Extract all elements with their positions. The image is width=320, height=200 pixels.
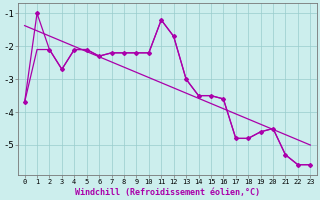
X-axis label: Windchill (Refroidissement éolien,°C): Windchill (Refroidissement éolien,°C) [75, 188, 260, 197]
